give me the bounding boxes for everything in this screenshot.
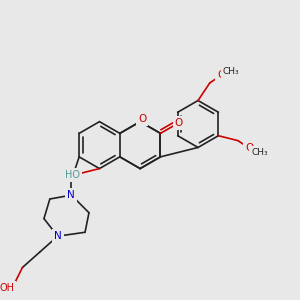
Text: O: O xyxy=(218,70,226,80)
Text: O: O xyxy=(245,143,254,153)
Text: CH₃: CH₃ xyxy=(223,67,240,76)
Text: O: O xyxy=(138,114,146,124)
Text: N: N xyxy=(68,190,75,200)
Text: OH: OH xyxy=(0,283,14,293)
Text: N: N xyxy=(54,231,61,241)
Text: CH₃: CH₃ xyxy=(251,148,268,157)
Text: O: O xyxy=(175,118,183,128)
Text: HO: HO xyxy=(64,170,80,180)
